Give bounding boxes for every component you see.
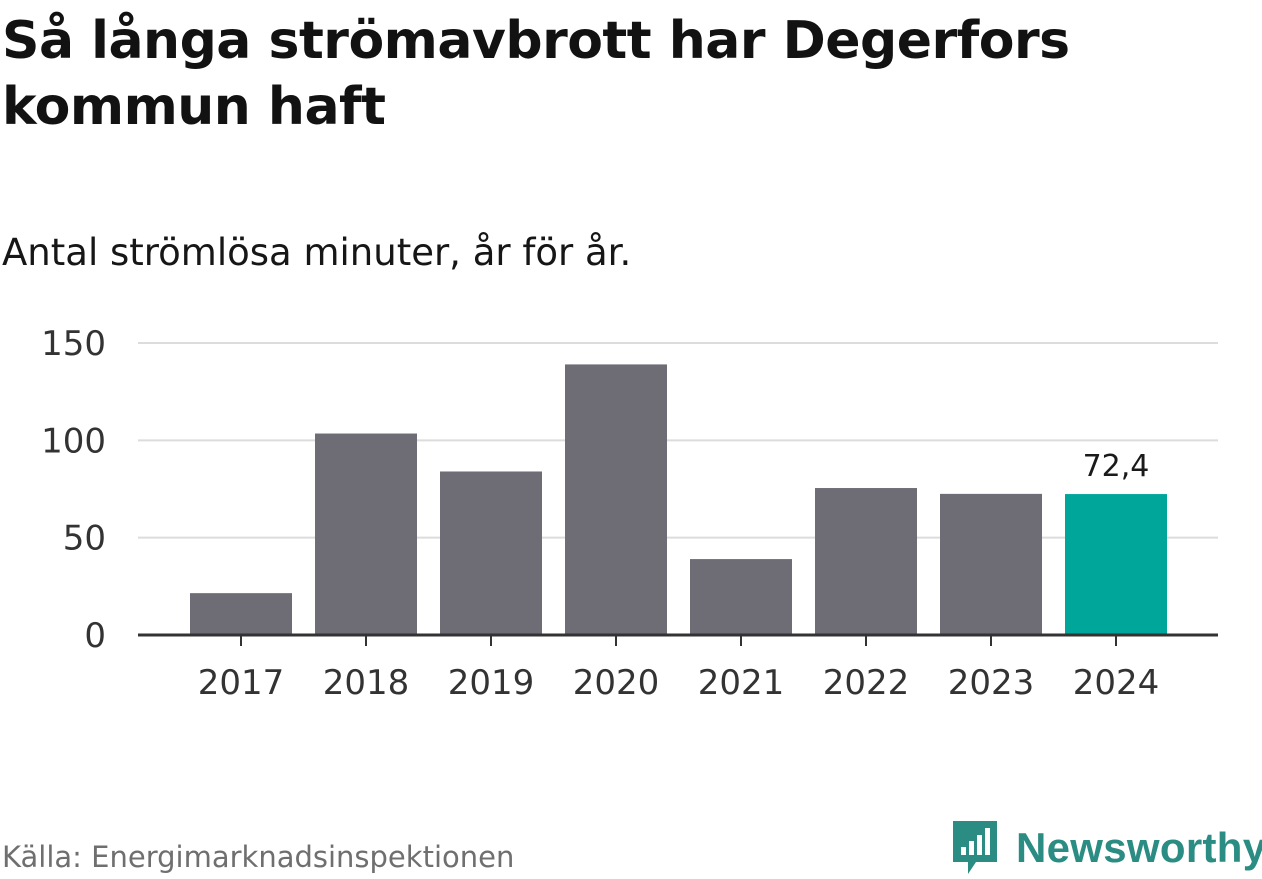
brand-name: Newsworthy (1016, 824, 1262, 871)
bar-2019 (440, 471, 542, 635)
bars (190, 364, 1167, 635)
bar-2017 (190, 593, 292, 635)
bar-2020 (565, 364, 667, 635)
bar-2018 (315, 433, 417, 635)
y-tick-label: 0 (84, 616, 106, 656)
source-note: Källa: Energimarknadsinspektionen (2, 840, 515, 874)
x-tick-label-2018: 2018 (323, 663, 410, 703)
chart-title: Så långa strömavbrott har Degerfors komm… (2, 11, 1070, 137)
y-tick-label: 50 (63, 519, 106, 559)
x-tick-label-2022: 2022 (823, 663, 910, 703)
y-tick-label: 150 (41, 324, 106, 364)
bar-2022 (815, 488, 917, 635)
x-axis: 2017 2018 2019 2020 2021 2022 2023 2024 (138, 633, 1218, 703)
data-labels: 72,4 (1083, 449, 1150, 484)
bar-2021 (690, 559, 792, 635)
y-tick-label: 100 (41, 421, 106, 461)
newsworthy-logo: Newsworthy (950, 818, 1262, 878)
data-label-2024: 72,4 (1083, 449, 1150, 484)
x-tick-label-2020: 2020 (573, 663, 660, 703)
gridlines (138, 342, 1218, 539)
x-tick-label-2017: 2017 (198, 663, 285, 703)
chart-subtitle: Antal strömlösa minuter, år för år. (2, 231, 632, 274)
x-tick-label-2024: 2024 (1073, 663, 1160, 703)
y-axis-ticks: 0 50 100 150 (41, 324, 106, 656)
x-tick-label-2019: 2019 (448, 663, 535, 703)
bar-2023 (940, 493, 1042, 635)
bar-2024 (1065, 494, 1167, 635)
x-tick-label-2021: 2021 (698, 663, 785, 703)
newsworthy-logo-icon (953, 821, 997, 874)
x-tick-label-2023: 2023 (948, 663, 1035, 703)
